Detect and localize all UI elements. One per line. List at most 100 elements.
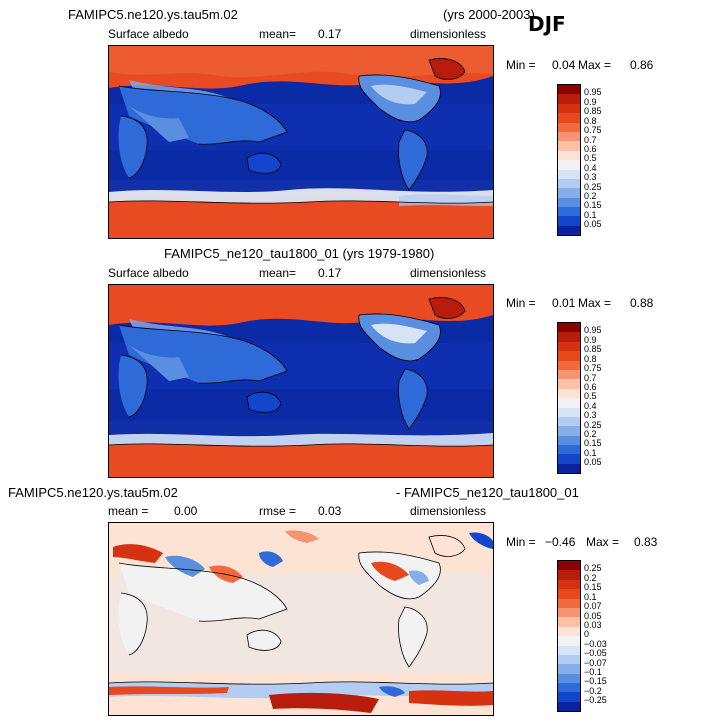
panel3-level-label: 0.1 [584,592,597,602]
panel3-colorbar-seg [558,701,580,711]
panel1-level-label: 0.1 [584,210,597,220]
panel3-level-label: 0.03 [584,620,602,630]
panel1-level-label: 0.05 [584,219,602,229]
panel2-map [108,284,494,478]
panel2-mean-label: mean= [259,266,297,280]
panel1-min-label: Min = [506,58,536,72]
panel2-colorbar-seg [558,416,580,427]
panel3-case-b: - FAMIPC5_ne120_tau1800_01 [396,485,579,500]
panel2-colorbar-seg [558,435,580,446]
panel1-level-label: 0.7 [584,135,597,145]
panel3-level-label: 0.05 [584,611,602,621]
panel3-colorbar-seg [558,683,580,693]
panel1-colorbar [557,84,581,236]
panel3-colorbar-seg [558,673,580,684]
panel3-colorbar-seg [558,598,580,608]
panel1-level-label: 0.85 [584,106,602,116]
panel2-colorbar-seg [558,341,580,352]
panel2-level-label: 0.15 [584,438,602,448]
panel3-colorbar-seg [558,561,580,571]
panel1-colorbar-seg [558,85,580,95]
panel2-variable: Surface albedo [108,266,189,280]
panel1-colorbar-seg [558,141,580,151]
panel1-level-label: 0.8 [584,116,597,126]
panel3-level-label: 0.07 [584,601,602,611]
panel3-colorbar-seg [558,570,580,580]
panel3-colorbar-seg [558,579,580,590]
panel2-units: dimensionless [410,266,487,280]
panel3-rmse-value: 0.03 [318,504,342,518]
panel3-level-label: 0 [584,629,590,639]
panel2-level-label: 0.8 [584,354,597,364]
panel2-level-label: 0.5 [584,391,597,401]
panel1-level-label: 0.95 [584,87,602,97]
panel1-units: dimensionless [410,27,487,41]
panel1-level-label: 0.3 [584,172,597,182]
panel2-level-label: 0.2 [584,429,597,439]
panel1-min-value: 0.04 [552,58,576,72]
panel2-max-value: 0.88 [630,296,654,310]
panel1-years: (yrs 2000-2003) [443,7,535,22]
panel3-map [108,522,494,716]
panel2-colorbar-seg [558,445,580,455]
panel3-units: dimensionless [410,504,487,518]
panel2-level-label: 0.95 [584,325,602,335]
panel2-colorbar-seg [558,426,580,436]
panel2-level-label: 0.6 [584,382,597,392]
panel1-colorbar-seg [558,160,580,170]
panel2-level-label: 0.4 [584,401,597,411]
panel2-colorbar-seg [558,407,580,417]
panel2-colorbar-seg [558,379,580,389]
panel2-colorbar-seg [558,463,580,473]
panel3-colorbar-seg [558,626,580,637]
panel1-colorbar-seg [558,169,580,179]
panel1-variable: Surface albedo [108,27,189,41]
panel3-colorbar-seg [558,645,580,655]
panel1-colorbar-seg [558,131,580,142]
panel1-level-label: 0.6 [584,144,597,154]
panel3-min-label: Min = [506,535,536,549]
panel1-level-label: 0.15 [584,200,602,210]
panel2-min-value: 0.01 [552,296,576,310]
panel1-level-label: 0.2 [584,191,597,201]
panel1-level-label: 0.5 [584,153,597,163]
panel2-max-label: Max = [578,296,612,310]
panel1-mean-label: mean= [259,27,297,41]
panel2-level-label: 0.9 [584,335,597,345]
panel2-title: FAMIPC5_ne120_tau1800_01 (yrs 1979-1980) [164,246,435,261]
panel2-mean-value: 0.17 [318,266,342,280]
panel1-colorbar-seg [558,122,580,132]
panel1-colorbar-seg [558,216,580,226]
panel1-level-label: 0.4 [584,163,597,173]
panel2-level-label: 0.05 [584,457,602,467]
panel3-level-label: −0.07 [584,658,607,668]
panel3-mean-value: 0.00 [174,504,198,518]
panel3-colorbar-seg [558,654,580,665]
panel3-max-label: Max = [586,535,620,549]
panel1-colorbar-seg [558,207,580,217]
panel3-min-value: −0.46 [545,535,576,549]
panel3-level-label: 0.15 [584,582,602,592]
panel2-colorbar [557,322,581,474]
panel3-colorbar-seg [558,692,580,702]
panel2-colorbar-seg [558,398,580,408]
panel1-max-value: 0.86 [630,58,654,72]
panel3-colorbar-seg [558,636,580,646]
panel1-colorbar-seg [558,197,580,208]
panel1-colorbar-seg [558,103,580,114]
panel3-level-label: −0.25 [584,695,607,705]
panel1-colorbar-seg [558,94,580,104]
panel3-max-value: 0.83 [634,535,658,549]
panel2-colorbar-seg [558,323,580,333]
panel2-colorbar-seg [558,454,580,464]
panel3-colorbar-seg [558,589,580,599]
panel1-case-title: FAMIPC5.ne120.ys.tau5m.02 [68,7,238,22]
panel3-colorbar-seg [558,617,580,627]
panel3-level-label: 0.2 [584,573,597,583]
panel2-colorbar-seg [558,388,580,399]
panel1-level-label: 0.25 [584,182,602,192]
panel2-min-label: Min = [506,296,536,310]
panel1-map [108,45,494,239]
panel3-colorbar-seg [558,664,580,674]
panel1-mean-value: 0.17 [318,27,342,41]
